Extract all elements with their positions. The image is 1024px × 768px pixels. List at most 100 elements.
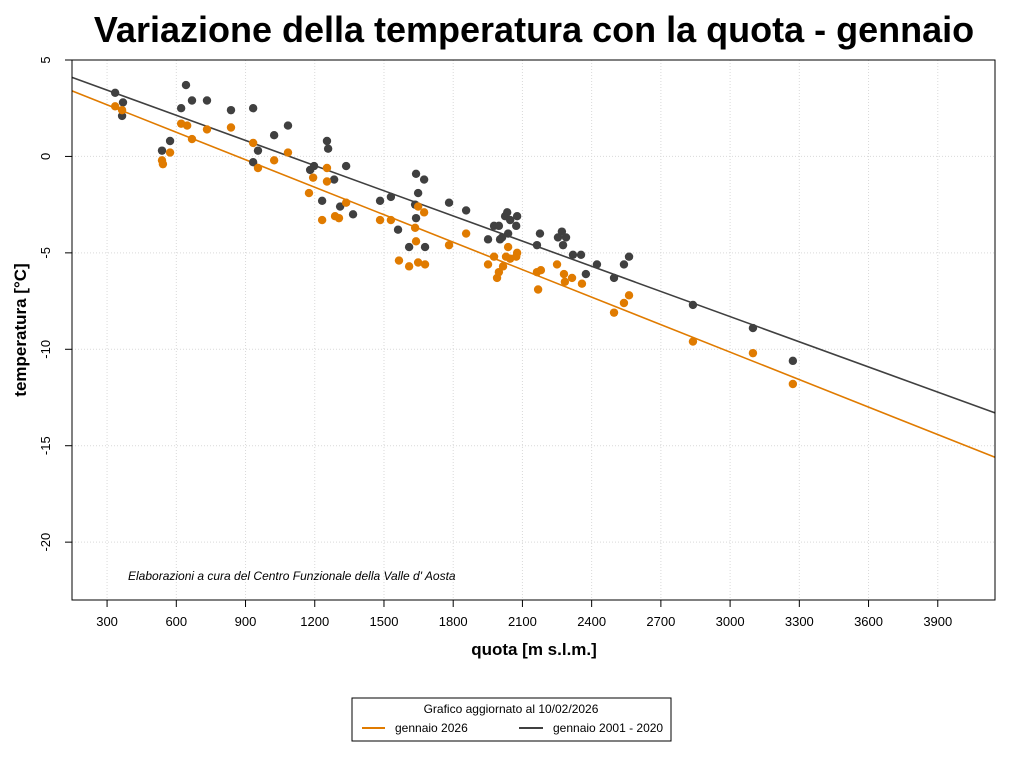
- data-point-series-1: [411, 237, 421, 246]
- data-point-series-0: [248, 104, 258, 113]
- trend-lines: [71, 76, 996, 459]
- data-point-series-1: [483, 260, 493, 269]
- data-point-series-1: [334, 213, 344, 223]
- x-tick-label: 1500: [370, 614, 399, 629]
- data-point-series-0: [176, 104, 186, 113]
- data-point-series-0: [248, 158, 258, 167]
- data-point-series-0: [688, 300, 698, 310]
- x-axis: 300 600 900 1200 1500 1800 2100 2400 2700 3000 330…: [96, 600, 952, 629]
- y-tick-label: 5: [38, 56, 53, 63]
- data-point-series-1: [498, 262, 508, 271]
- data-point-series-1: [226, 123, 236, 132]
- data-point-series-1: [410, 223, 420, 232]
- data-point-series-1: [404, 262, 414, 271]
- data-point-series-0: [788, 356, 798, 366]
- data-point-series-1: [420, 260, 430, 269]
- data-point-series-1: [748, 348, 758, 358]
- x-tick-label: 1200: [300, 614, 329, 629]
- data-point-series-1: [394, 256, 404, 265]
- data-point-series-1: [461, 229, 471, 238]
- data-point-series-0: [329, 175, 339, 184]
- data-point-series-0: [322, 136, 332, 146]
- legend-label-2026: gennaio 2026: [395, 721, 468, 735]
- data-point-series-1: [413, 258, 423, 267]
- x-tick-label: 3000: [716, 614, 745, 629]
- data-points: [110, 80, 798, 389]
- data-point-series-0: [511, 221, 521, 231]
- data-point-series-1: [688, 337, 698, 346]
- data-point-series-0: [624, 252, 634, 261]
- data-point-series-0: [226, 105, 236, 115]
- x-tick-label: 900: [235, 614, 257, 629]
- data-point-series-0: [411, 213, 421, 223]
- data-point-series-0: [592, 260, 602, 269]
- data-point-series-1: [511, 252, 521, 261]
- data-point-series-1: [536, 266, 546, 275]
- data-point-series-0: [748, 323, 758, 333]
- x-tick-label: 2700: [646, 614, 675, 629]
- y-tick-label: -20: [38, 533, 53, 552]
- data-point-series-1: [552, 260, 562, 269]
- data-point-series-1: [269, 156, 279, 165]
- data-point-series-0: [532, 240, 542, 250]
- grid: [72, 59, 995, 600]
- data-point-series-1: [341, 198, 351, 207]
- data-point-series-1: [577, 279, 587, 288]
- data-point-series-1: [117, 105, 127, 115]
- y-tick-label: 0: [38, 153, 53, 160]
- data-point-series-1: [308, 173, 318, 182]
- data-point-series-0: [110, 88, 120, 97]
- data-point-series-1: [386, 215, 396, 225]
- plot-frame: [71, 59, 996, 601]
- data-point-series-0: [187, 96, 197, 105]
- data-point-series-0: [495, 235, 505, 244]
- data-point-series-0: [581, 269, 591, 279]
- legend: Grafico aggiornato al 10/02/2026 gennaio…: [351, 697, 672, 742]
- data-point-series-1: [619, 298, 629, 308]
- data-point-series-0: [202, 96, 212, 105]
- data-point-series-0: [535, 229, 545, 238]
- data-point-series-1: [375, 215, 385, 225]
- data-point-series-0: [118, 98, 128, 107]
- data-point-series-0: [283, 121, 293, 130]
- x-tick-label: 600: [165, 614, 187, 629]
- legend-label-2001-2020: gennaio 2001 - 2020: [553, 721, 663, 735]
- data-point-series-0: [502, 208, 512, 217]
- data-point-series-0: [505, 215, 515, 225]
- x-tick-label: 1800: [439, 614, 468, 629]
- data-point-series-0: [609, 273, 619, 283]
- data-point-series-1: [413, 202, 423, 211]
- data-point-series-0: [461, 206, 471, 215]
- data-point-series-1: [304, 188, 314, 198]
- data-point-series-0: [335, 202, 345, 211]
- data-point-series-1: [419, 208, 429, 217]
- data-point-series-1: [788, 379, 798, 389]
- data-point-series-0: [558, 240, 568, 250]
- data-point-series-0: [483, 235, 493, 244]
- data-point-series-0: [117, 111, 127, 121]
- x-tick-label: 3300: [785, 614, 814, 629]
- data-point-series-1: [110, 102, 120, 111]
- data-point-series-1: [624, 291, 634, 300]
- data-point-series-0: [323, 144, 333, 153]
- data-point-series-0: [393, 225, 403, 234]
- data-point-series-0: [309, 161, 319, 171]
- data-point-series-1: [567, 273, 577, 283]
- data-point-series-1: [248, 138, 258, 148]
- data-point-series-0: [420, 242, 430, 252]
- data-point-series-0: [568, 250, 578, 259]
- data-point-series-0: [619, 260, 629, 269]
- data-point-series-1: [317, 215, 327, 225]
- data-point-series-1: [322, 177, 332, 186]
- data-point-series-1: [165, 148, 175, 157]
- data-point-series-1: [253, 163, 263, 173]
- legend-box: [351, 697, 672, 742]
- y-axis: 5 0 -5 -10 -15 -20: [38, 56, 72, 552]
- data-point-series-0: [341, 161, 351, 171]
- data-point-series-0: [317, 196, 327, 205]
- data-point-series-0: [269, 131, 279, 140]
- data-point-series-0: [561, 233, 571, 242]
- data-point-series-1: [503, 242, 513, 252]
- chart-title: Variazione della temperatura con la quot…: [94, 9, 974, 50]
- data-point-series-0: [444, 198, 454, 207]
